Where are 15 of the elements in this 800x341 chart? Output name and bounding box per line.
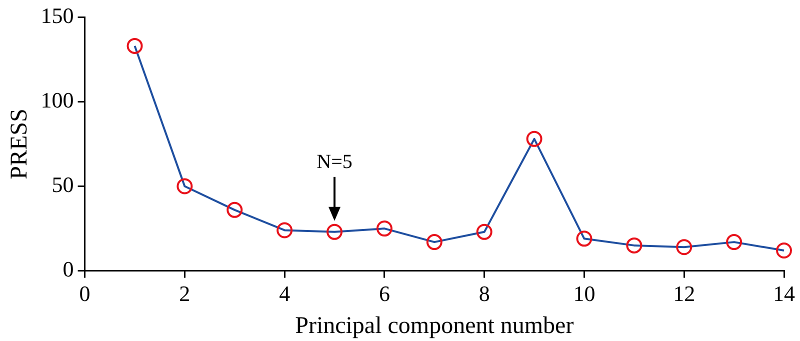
y-axis-title: PRESS xyxy=(6,108,33,180)
x-tick-label: 4 xyxy=(279,280,290,306)
annotation: N=5 xyxy=(316,151,352,174)
x-tick-label: 14 xyxy=(773,280,795,306)
y-tick-label: 0 xyxy=(62,256,74,282)
x-axis-title: Principal component number xyxy=(295,312,574,339)
y-tick-label: 50 xyxy=(52,172,74,198)
x-tick-label: 6 xyxy=(378,280,390,306)
x-tick-label: 12 xyxy=(673,280,696,306)
x-tick-label: 2 xyxy=(179,280,190,306)
x-tick-label: 0 xyxy=(79,280,90,306)
y-tick-label: 150 xyxy=(40,2,74,28)
y-tick-label: 100 xyxy=(40,88,74,113)
x-tick-label: 10 xyxy=(573,280,596,306)
x-tick-label: 8 xyxy=(478,280,490,306)
